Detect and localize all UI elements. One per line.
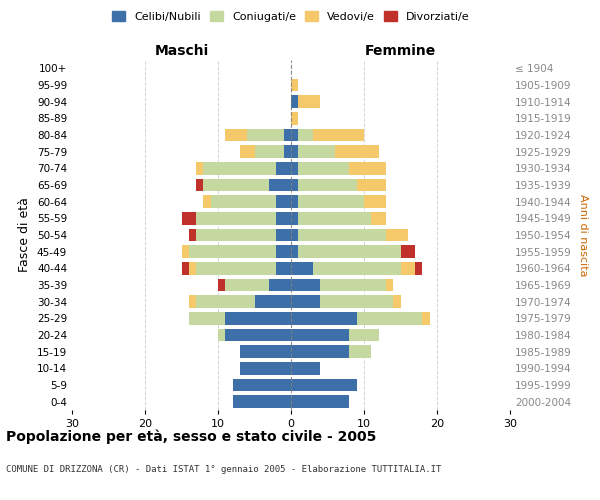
Bar [320, 279, 386, 291]
Bar [254, 296, 291, 308]
Bar [277, 229, 291, 241]
Bar [298, 96, 320, 108]
Bar [269, 279, 291, 291]
Bar [226, 312, 291, 324]
Bar [189, 246, 277, 258]
Bar [415, 262, 422, 274]
Bar [291, 379, 356, 391]
Bar [298, 212, 371, 224]
Bar [349, 162, 386, 174]
Bar [181, 262, 189, 274]
Bar [240, 346, 291, 358]
Bar [291, 179, 298, 192]
Bar [393, 296, 401, 308]
Bar [291, 196, 298, 208]
Bar [291, 346, 349, 358]
Text: Maschi: Maschi [154, 44, 209, 59]
Bar [364, 196, 386, 208]
Bar [226, 279, 269, 291]
Bar [182, 212, 196, 224]
Bar [218, 329, 226, 341]
Bar [298, 146, 335, 158]
Bar [277, 246, 291, 258]
Bar [196, 296, 254, 308]
Bar [211, 196, 277, 208]
Bar [298, 162, 349, 174]
Bar [189, 296, 196, 308]
Bar [291, 362, 320, 374]
Bar [298, 129, 313, 141]
Bar [335, 146, 379, 158]
Bar [203, 162, 277, 174]
Bar [284, 146, 291, 158]
Bar [291, 246, 298, 258]
Bar [218, 279, 226, 291]
Bar [386, 279, 393, 291]
Bar [349, 329, 379, 341]
Bar [298, 196, 364, 208]
Bar [196, 262, 277, 274]
Bar [401, 262, 415, 274]
Bar [196, 212, 277, 224]
Bar [277, 212, 291, 224]
Bar [291, 146, 298, 158]
Bar [247, 129, 284, 141]
Y-axis label: Fasce di età: Fasce di età [19, 198, 31, 272]
Text: Popolazione per età, sesso e stato civile - 2005: Popolazione per età, sesso e stato civil… [6, 430, 376, 444]
Bar [356, 312, 422, 324]
Bar [277, 162, 291, 174]
Bar [189, 229, 196, 241]
Bar [203, 179, 269, 192]
Bar [226, 329, 291, 341]
Bar [298, 246, 401, 258]
Bar [196, 162, 203, 174]
Bar [349, 346, 371, 358]
Bar [291, 329, 349, 341]
Bar [291, 396, 349, 408]
Bar [291, 162, 298, 174]
Bar [291, 96, 298, 108]
Bar [233, 379, 291, 391]
Bar [298, 179, 357, 192]
Bar [313, 129, 364, 141]
Bar [240, 362, 291, 374]
Bar [277, 196, 291, 208]
Bar [189, 312, 226, 324]
Bar [254, 146, 284, 158]
Bar [203, 196, 211, 208]
Bar [291, 79, 298, 92]
Y-axis label: Anni di nascita: Anni di nascita [578, 194, 588, 276]
Bar [298, 229, 386, 241]
Bar [291, 112, 298, 124]
Bar [189, 262, 196, 274]
Bar [181, 246, 189, 258]
Bar [291, 229, 298, 241]
Bar [422, 312, 430, 324]
Bar [269, 179, 291, 192]
Bar [240, 146, 254, 158]
Bar [313, 262, 401, 274]
Bar [277, 262, 291, 274]
Bar [291, 262, 313, 274]
Bar [226, 129, 247, 141]
Bar [233, 396, 291, 408]
Bar [291, 296, 320, 308]
Bar [386, 229, 408, 241]
Bar [371, 212, 386, 224]
Bar [196, 179, 203, 192]
Bar [291, 129, 298, 141]
Bar [284, 129, 291, 141]
Bar [291, 279, 320, 291]
Text: COMUNE DI DRIZZONA (CR) - Dati ISTAT 1° gennaio 2005 - Elaborazione TUTTITALIA.I: COMUNE DI DRIZZONA (CR) - Dati ISTAT 1° … [6, 465, 442, 474]
Bar [356, 179, 386, 192]
Bar [291, 312, 356, 324]
Legend: Celibi/Nubili, Coniugati/e, Vedovi/e, Divorziati/e: Celibi/Nubili, Coniugati/e, Vedovi/e, Di… [108, 7, 474, 26]
Bar [196, 229, 277, 241]
Bar [401, 246, 415, 258]
Bar [320, 296, 393, 308]
Text: Femmine: Femmine [365, 44, 436, 59]
Bar [291, 212, 298, 224]
